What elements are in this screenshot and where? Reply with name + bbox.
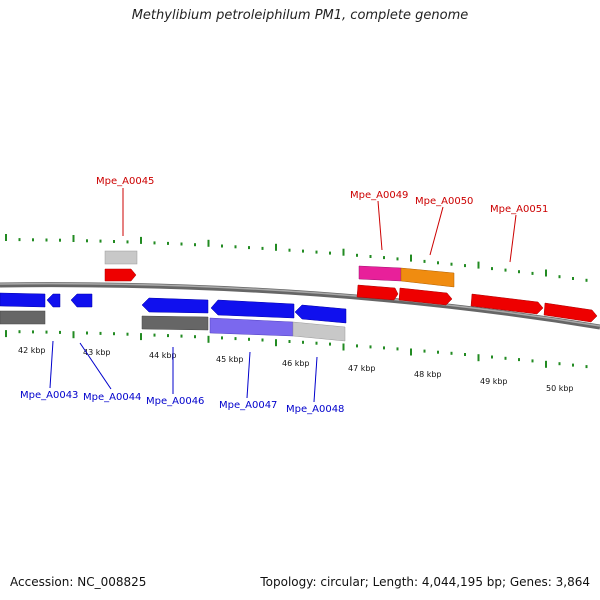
gene-a0048-grey-bar[interactable] xyxy=(292,321,346,342)
gene-a0048-arrow[interactable] xyxy=(294,304,347,324)
gene-a0049-pink-bar[interactable] xyxy=(358,265,402,282)
gene-a0051-arrow-1[interactable] xyxy=(470,293,544,315)
gene-a0046-arrow[interactable] xyxy=(141,297,209,314)
genome-backbone xyxy=(0,282,600,330)
gene-a0045-grey-bar[interactable] xyxy=(104,250,138,265)
ruler-label-50kbp: 50 kbp xyxy=(546,384,574,393)
forward-features xyxy=(104,250,598,323)
genome-backbone-highlight xyxy=(0,282,600,327)
gene-label-a0047[interactable]: Mpe_A0047 xyxy=(219,400,277,411)
gene-a0045-arrow[interactable] xyxy=(104,268,137,282)
ruler-label-45kbp: 45 kbp xyxy=(216,355,244,364)
gene-a0044-arrow[interactable] xyxy=(70,293,93,308)
ruler-label-44kbp: 44 kbp xyxy=(149,351,177,360)
ruler-label-48kbp: 48 kbp xyxy=(414,370,442,379)
reverse-label-leaders xyxy=(49,340,318,403)
inner-tick-row xyxy=(5,330,588,369)
gene-a0043-grey-bar[interactable] xyxy=(0,310,46,325)
accession-label: Accession: NC_008825 xyxy=(10,575,147,589)
gene-label-a0050[interactable]: Mpe_A0050 xyxy=(415,196,473,207)
gene-label-a0048[interactable]: Mpe_A0048 xyxy=(286,404,344,415)
forward-label-leaders xyxy=(122,188,517,263)
ruler-label-46kbp: 46 kbp xyxy=(282,359,310,368)
gene-a0044-arrow-small[interactable] xyxy=(46,293,61,308)
reverse-features xyxy=(0,292,347,342)
gene-label-a0044[interactable]: Mpe_A0044 xyxy=(83,392,141,403)
outer-tick-row xyxy=(5,234,588,282)
ruler-label-49kbp: 49 kbp xyxy=(480,377,508,386)
ruler-label-42kbp: 42 kbp xyxy=(18,346,46,355)
map-title: Methylibium petroleiphilum PM1, complete… xyxy=(131,8,469,23)
ruler-label-43kbp: 43 kbp xyxy=(83,348,111,357)
ruler-label-47kbp: 47 kbp xyxy=(348,364,376,373)
gene-label-a0046[interactable]: Mpe_A0046 xyxy=(146,396,204,407)
gene-a0046-grey-bar[interactable] xyxy=(141,315,209,331)
gene-a0047-purple-bar[interactable] xyxy=(209,317,294,337)
gene-label-a0049[interactable]: Mpe_A0049 xyxy=(350,190,408,201)
gene-a0047-arrow[interactable] xyxy=(210,299,295,319)
gene-a0043-arrow[interactable] xyxy=(0,292,46,308)
gene-label-a0045[interactable]: Mpe_A0045 xyxy=(96,176,154,187)
gene-label-a0051[interactable]: Mpe_A0051 xyxy=(490,204,548,215)
ruler-labels: 42 kbp 43 kbp 44 kbp 45 kbp 46 kbp 47 kb… xyxy=(18,346,574,393)
gene-label-a0043[interactable]: Mpe_A0043 xyxy=(20,390,78,401)
gene-a0050-orange-bar[interactable] xyxy=(400,267,455,288)
gene-a0049-arrow[interactable] xyxy=(356,284,399,301)
genome-summary-label: Topology: circular; Length: 4,044,195 bp… xyxy=(260,575,590,589)
gene-a0051-arrow-2[interactable] xyxy=(543,302,598,323)
gene-a0050-arrow[interactable] xyxy=(398,287,453,306)
